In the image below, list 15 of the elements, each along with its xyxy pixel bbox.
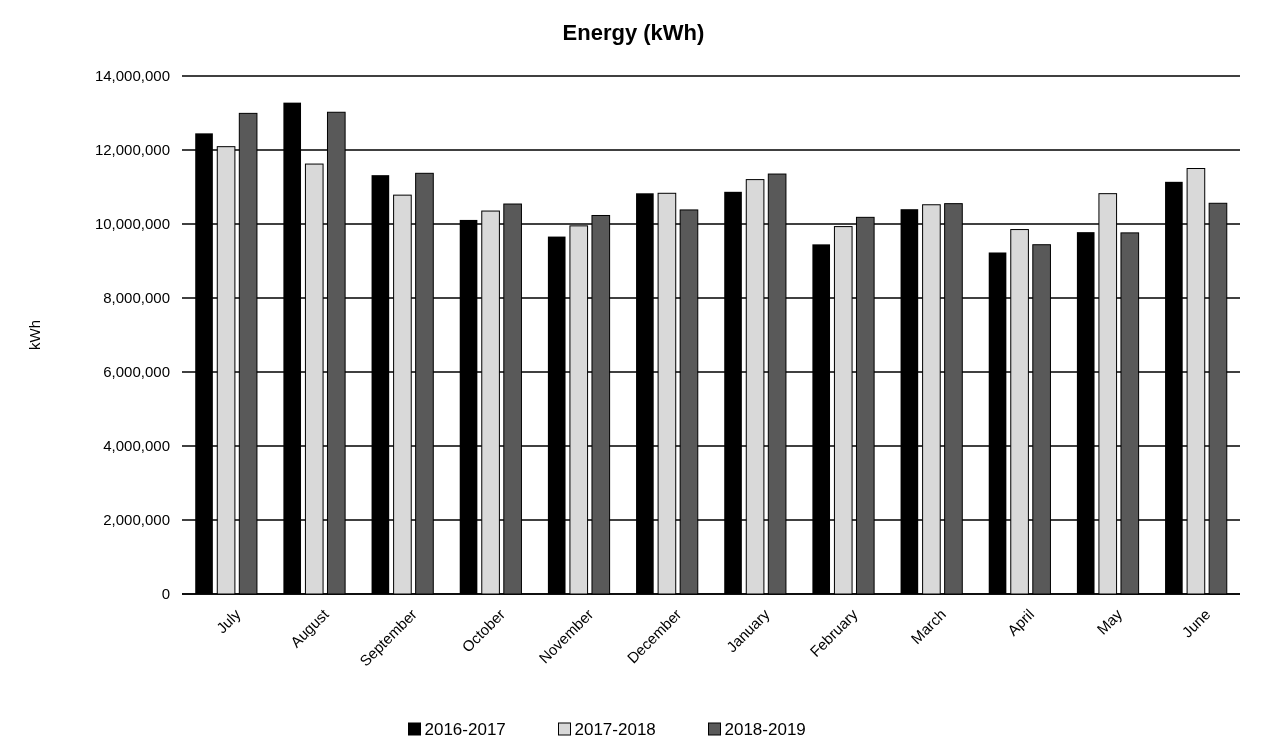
y-tick-label: 14,000,000 bbox=[94, 67, 170, 85]
chart-title: Energy (kWh) bbox=[562, 20, 705, 45]
y-tick-label: 6,000,000 bbox=[103, 363, 170, 381]
y-tick-label: 8,000,000 bbox=[103, 289, 170, 307]
y-axis-title: kWh bbox=[26, 320, 43, 350]
y-tick-label: 2,000,000 bbox=[103, 511, 170, 529]
y-tick-label: 10,000,000 bbox=[94, 215, 170, 233]
x-tick-label: May bbox=[1093, 605, 1126, 638]
legend-label: 2018-2019 bbox=[724, 720, 806, 739]
legend-label: 2017-2018 bbox=[574, 720, 656, 739]
y-tick-label: 0 bbox=[161, 585, 170, 603]
y-tick-label: 12,000,000 bbox=[94, 141, 170, 159]
y-tick-label: 4,000,000 bbox=[103, 437, 170, 455]
legend-label: 2016-2017 bbox=[424, 720, 506, 739]
x-tick-label: July bbox=[212, 605, 244, 637]
